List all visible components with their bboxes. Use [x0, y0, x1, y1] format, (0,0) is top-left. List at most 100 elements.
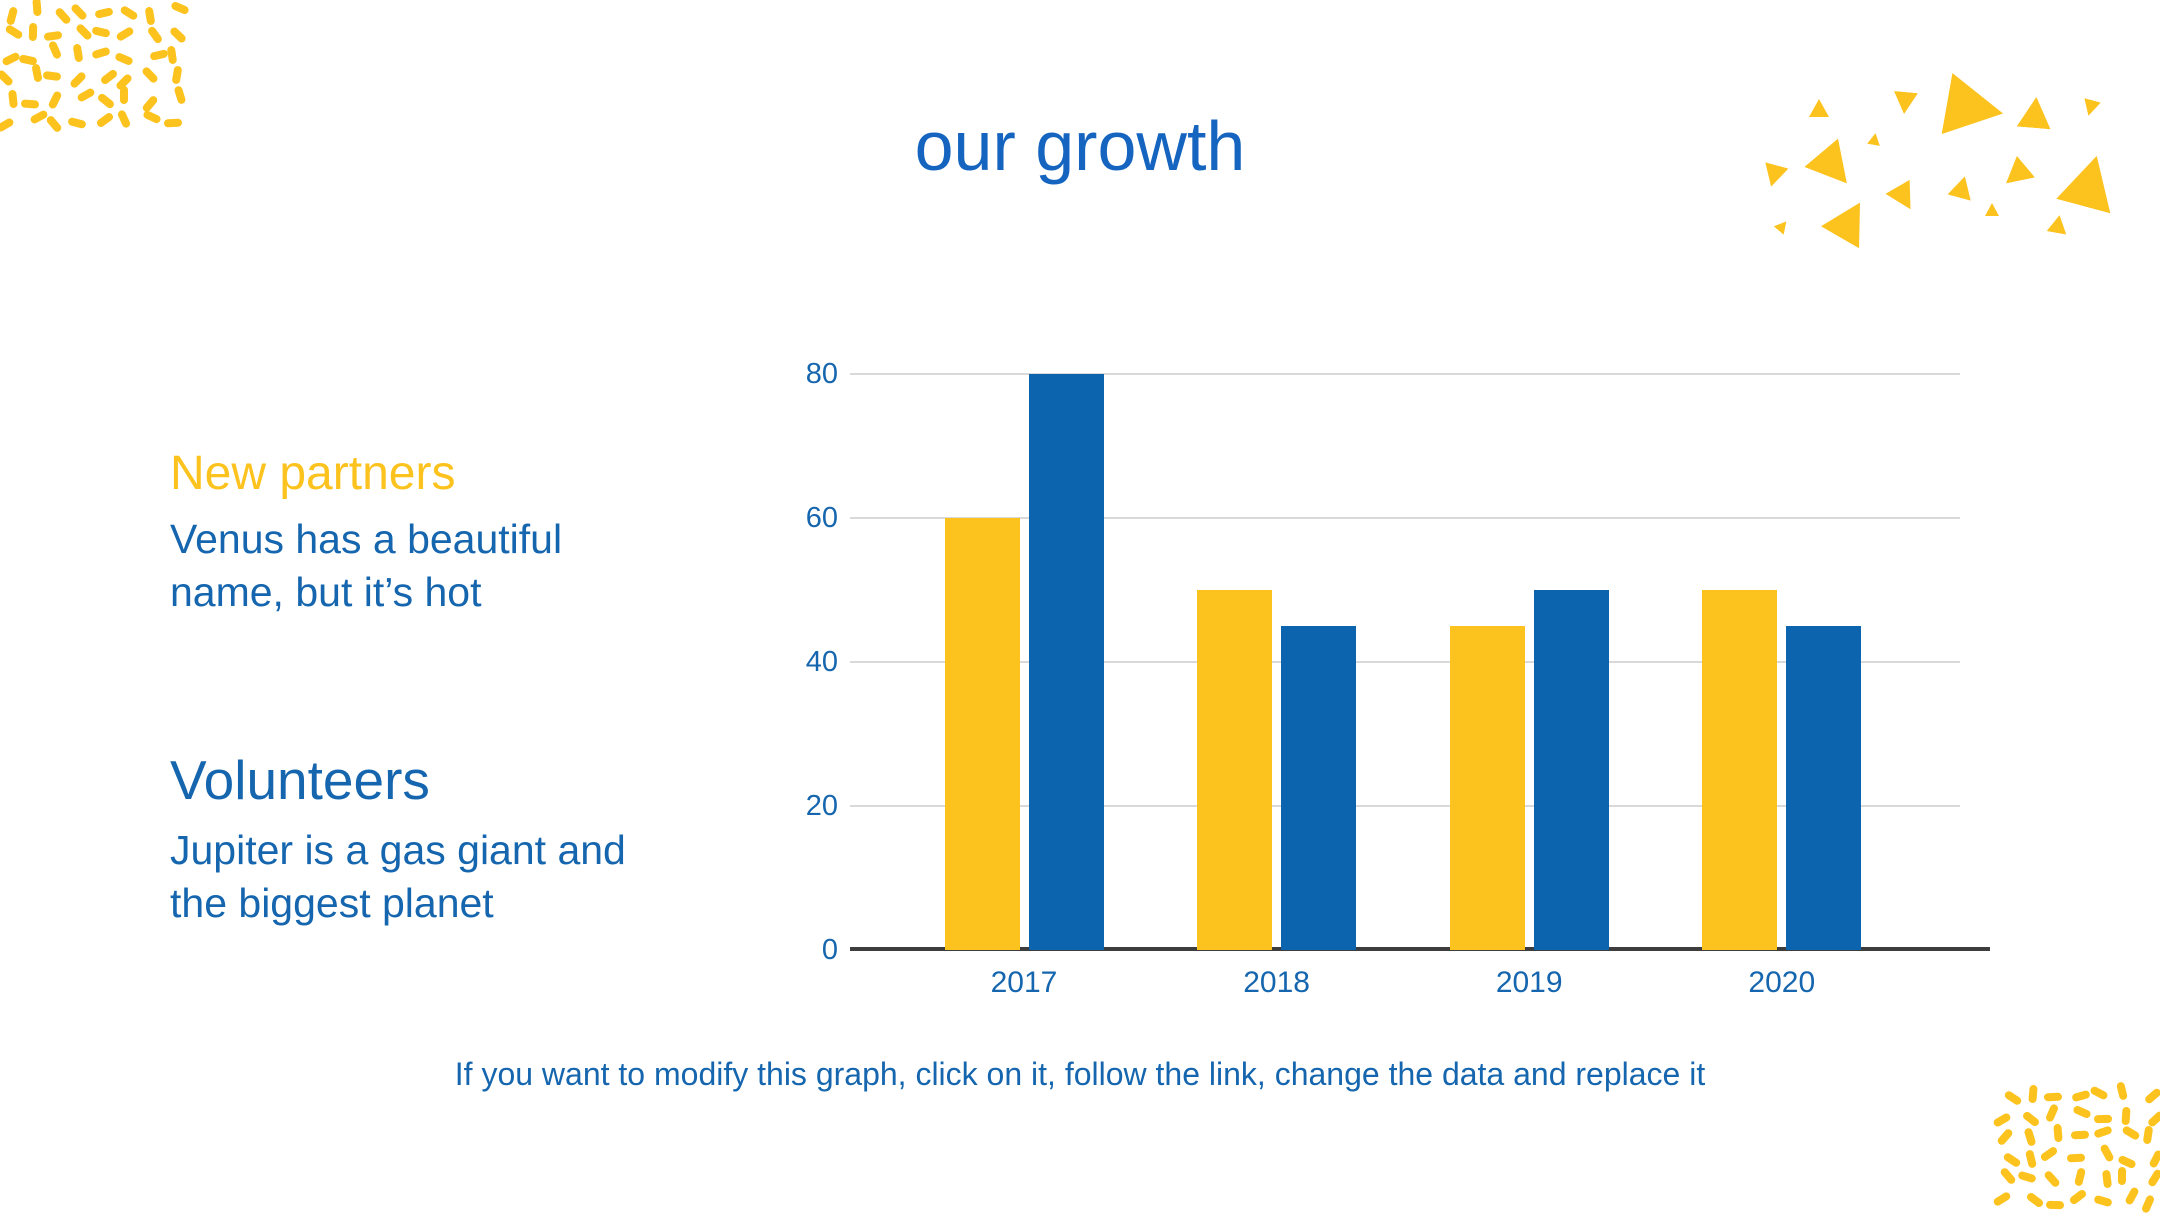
confetti-piece [173, 84, 188, 105]
y-axis-tick-60: 60 [805, 502, 838, 534]
confetti-piece [2017, 1170, 2037, 1184]
section-heading-volunteers: Volunteers [170, 749, 430, 811]
confetti-piece [2094, 1115, 2113, 1124]
y-axis-tick-20: 20 [805, 790, 838, 822]
confetti-piece [2146, 1109, 2160, 1128]
x-axis-label-2017: 2017 [990, 966, 1058, 999]
bar-2018-blue-series [1281, 626, 1357, 950]
confetti-piece [114, 25, 135, 42]
confetti-piece [28, 22, 37, 42]
confetti-piece [91, 25, 111, 38]
confetti-piece [42, 70, 62, 81]
triangle-piece [1774, 217, 1792, 235]
confetti-piece [2093, 1125, 2113, 1140]
confetti-piece [1, 51, 21, 67]
confetti-piece [2021, 1110, 2041, 1129]
confetti-piece [114, 52, 134, 67]
confetti-piece [2044, 1103, 2060, 1124]
confetti-piece [91, 46, 111, 59]
y-axis-tick-40: 40 [805, 646, 838, 678]
confetti-piece [2044, 1092, 2063, 1102]
y-axis-tick-0: 0 [821, 934, 838, 966]
confetti-piece [74, 22, 93, 42]
confetti-piece [168, 26, 188, 45]
gridline-20 [850, 805, 1960, 807]
confetti-piece [119, 4, 139, 21]
confetti-piece [2124, 1185, 2140, 1206]
confetti-piece [146, 25, 164, 45]
confetti-piece [4, 24, 24, 41]
confetti-piece [68, 71, 88, 90]
bar-2017-blue-series [1028, 374, 1104, 950]
confetti-piece [2045, 1200, 2065, 1210]
section-new-partners: New partners Venus has a beautiful name,… [170, 446, 690, 619]
y-axis-tick-80: 80 [805, 358, 838, 390]
bar-2017-yellow-series [944, 518, 1020, 950]
triangle-piece [1985, 203, 1999, 216]
confetti-piece [170, 1, 190, 16]
confetti-piece [2099, 1143, 2116, 1164]
confetti-piece [2093, 1195, 2113, 1208]
confetti-piece [2121, 1106, 2131, 1126]
confetti-piece [2023, 1126, 2037, 1147]
confetti-piece [144, 6, 156, 26]
confetti-piece [1992, 1191, 2013, 1208]
confetti-piece [31, 63, 43, 83]
section-body-new-partners: Venus has a beautiful name, but it’s hot [170, 516, 563, 615]
confetti-piece [2053, 1123, 2064, 1143]
confetti-piece [2025, 1191, 2046, 1209]
confetti-piece [2039, 1145, 2059, 1163]
confetti-piece [1992, 1112, 2012, 1129]
confetti-piece [166, 45, 178, 65]
confetti-piece [1996, 1127, 2015, 1147]
growth-bar-chart[interactable]: 0 20 40 60 80 2017 2018 2019 2020 [806, 358, 1990, 999]
section-heading-new-partners: New partners [170, 447, 456, 500]
confetti-piece [43, 30, 62, 41]
confetti-piece [73, 43, 84, 63]
confetti-piece [148, 48, 169, 61]
confetti-piece [2066, 1153, 2085, 1163]
confetti-piece [2072, 1104, 2093, 1119]
confetti-piece [2141, 1194, 2156, 1214]
x-axis-line [850, 947, 1990, 951]
confetti-piece [98, 68, 119, 87]
gridline-60 [850, 517, 1960, 519]
bar-2020-blue-series [1786, 626, 1862, 950]
confetti-piece [17, 54, 38, 66]
confetti-piece [47, 40, 63, 61]
gridline-40 [850, 661, 1960, 663]
footer-note: If you want to modify this graph, click … [454, 1056, 1706, 1092]
confetti-piece [2146, 1167, 2160, 1188]
confetti-piece [2024, 1149, 2037, 1169]
confetti-piece [2068, 1187, 2088, 1206]
confetti-piece [31, 0, 42, 17]
confetti-piece [2070, 1130, 2090, 1140]
confetti-piece [2148, 1149, 2160, 1170]
confetti-piece [76, 87, 96, 104]
triangle-piece [1821, 192, 1879, 249]
confetti-piece [2121, 1125, 2141, 1142]
confetti-piece [2142, 1125, 2153, 1145]
confetti-piece [2074, 1167, 2087, 1187]
confetti-piece [2101, 1169, 2112, 1189]
section-body-volunteers: Jupiter is a gas giant and the biggest p… [170, 827, 626, 926]
confetti-piece [0, 68, 14, 87]
confetti-piece [120, 85, 129, 104]
bar-2018-yellow-series [1197, 590, 1273, 950]
x-axis-label-2020: 2020 [1748, 966, 1816, 999]
page-title: our growth [914, 107, 1246, 185]
triangle-piece [2047, 213, 2070, 234]
confetti-piece [94, 7, 114, 20]
confetti-piece [2117, 1154, 2138, 1170]
confetti-piece [53, 6, 72, 26]
confetti-piece [1999, 1166, 2018, 1186]
bar-2020-yellow-series [1702, 590, 1778, 950]
x-axis-label-2018: 2018 [1243, 966, 1310, 999]
bar-2019-blue-series [1533, 590, 1609, 950]
x-axis-label-2019: 2019 [1495, 966, 1563, 999]
confetti-piece [141, 65, 160, 85]
confetti-piece [171, 65, 182, 85]
confetti-piece [2118, 1166, 2127, 1186]
bar-2019-yellow-series [1449, 626, 1525, 950]
